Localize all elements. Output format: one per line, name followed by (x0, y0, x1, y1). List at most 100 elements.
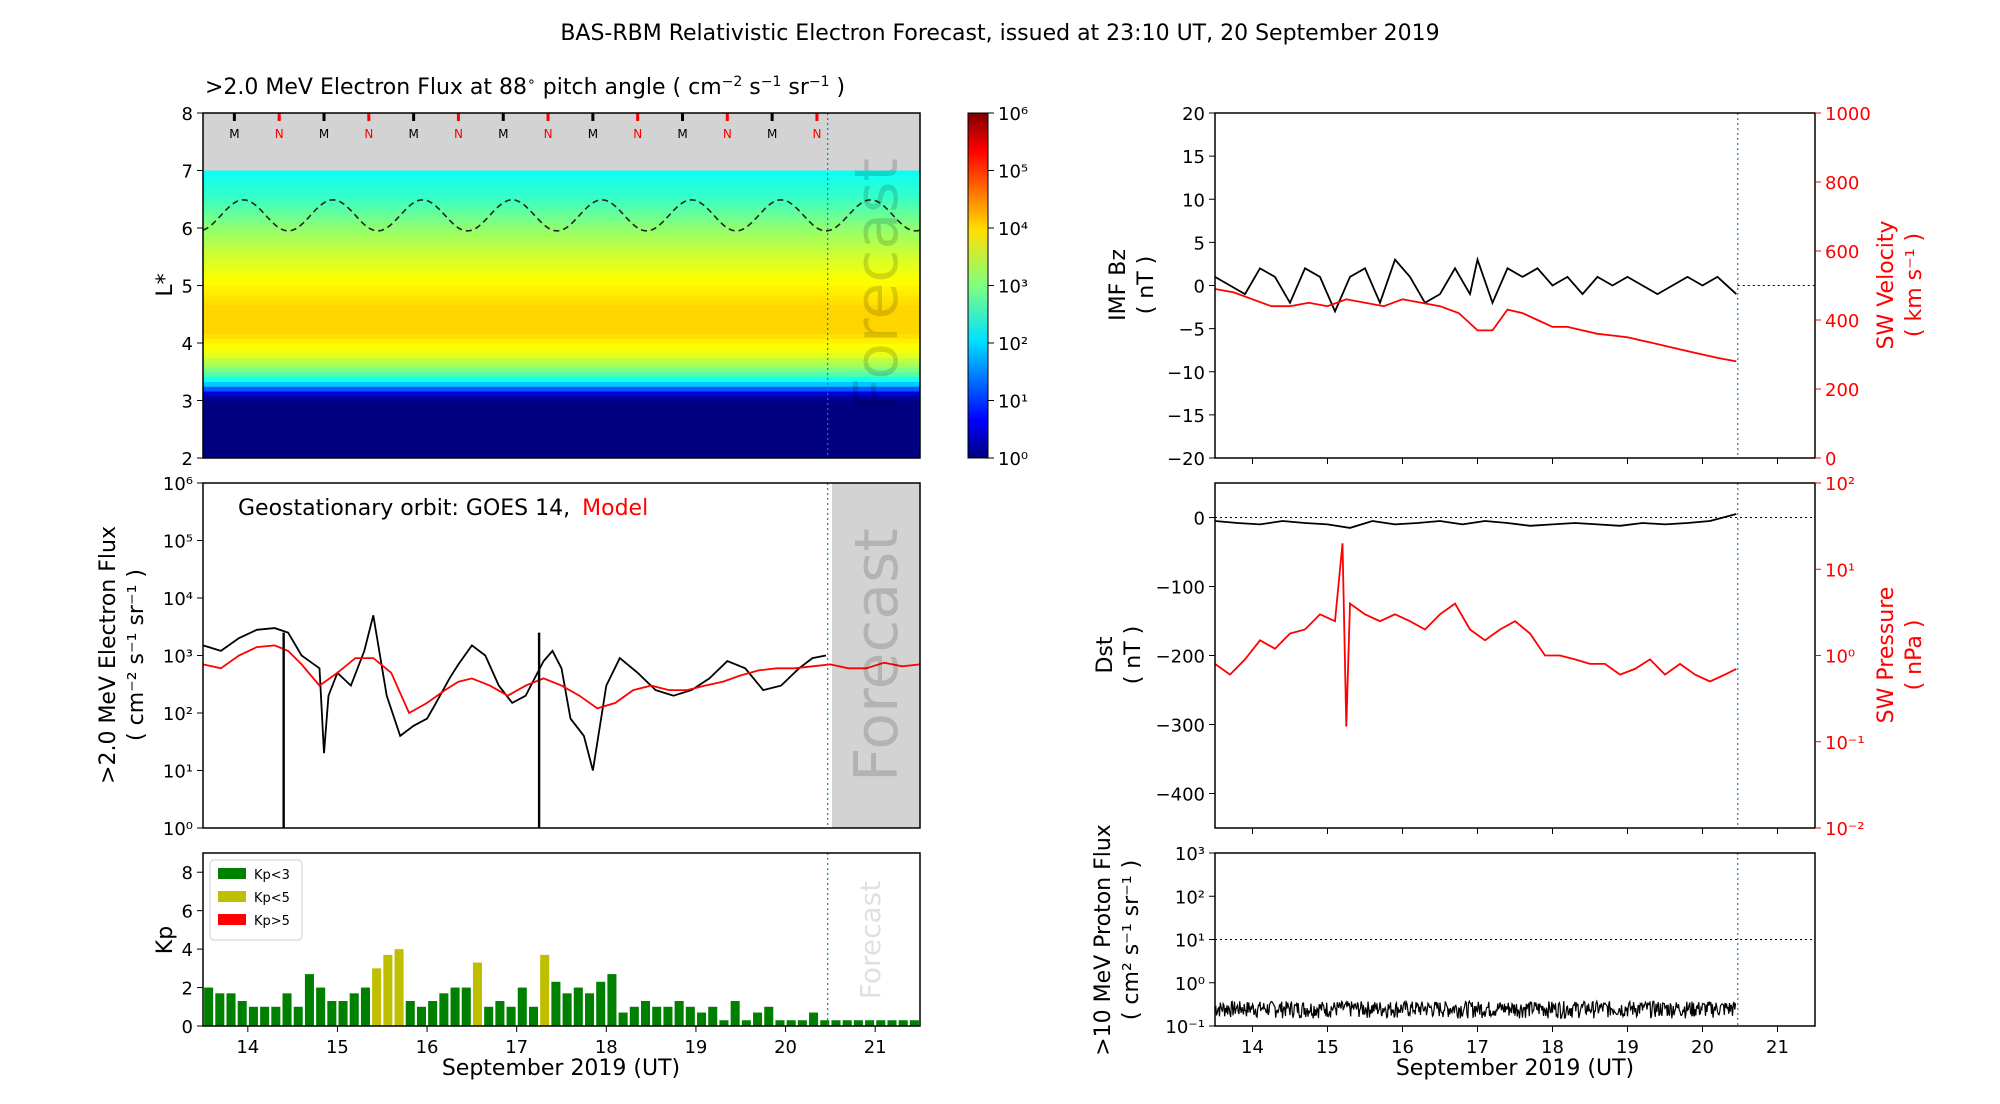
proton-xtick-label: 17 (1466, 1037, 1489, 1058)
geo-flux-panel: 10⁰ 10¹ 10² 10³ 10⁴ 10⁵ 10⁶ Geostationary orbi… (96, 474, 921, 840)
flux-map-band (203, 223, 920, 229)
flux-map-band (203, 251, 920, 258)
kp-bar (573, 987, 583, 1026)
imf-ylabel-units: ( nT ) (1134, 256, 1159, 315)
flux-map-ytick-label: 4 (182, 334, 193, 355)
flux-map-ylabel: L* (153, 273, 178, 296)
kp-bar (338, 1001, 348, 1026)
proton-xtick-label: 20 (1691, 1037, 1714, 1058)
kp-bar (461, 987, 471, 1026)
kp-bar (898, 1020, 908, 1026)
kp-bar (685, 1006, 695, 1026)
kp-bar (237, 1001, 247, 1026)
imf-lines (1214, 113, 1815, 458)
colorbar-tick-label: 10⁵ (998, 162, 1028, 183)
sw-velocity-tick-label: 400 (1825, 311, 1859, 332)
flux-map-band (203, 434, 920, 440)
geo-ytick-label: 10⁵ (163, 532, 193, 553)
imf-ytick-label: −15 (1167, 406, 1205, 427)
kp-bar (439, 993, 449, 1026)
proton-ytick-label: 10² (1175, 887, 1205, 908)
flux-map-band (203, 242, 920, 248)
flux-map-band (203, 247, 920, 253)
colorbar-tick-label: 10³ (998, 277, 1028, 298)
kp-bar (540, 954, 550, 1026)
proton-lines (1214, 853, 1815, 1026)
kp-legend-swatch (218, 914, 246, 925)
kp-bar (517, 987, 527, 1026)
mn-marker-label: M (408, 127, 418, 141)
flux-map-band (203, 261, 920, 267)
kp-bar (909, 1020, 919, 1026)
dst-ytick-label: −300 (1156, 716, 1205, 737)
kp-x-axis: 14 15 16 17 18 19 20 21 (236, 1026, 887, 1058)
sw-pressure-units: ( nPa ) (1902, 620, 1927, 691)
sw-pressure-tick-label: 10⁰ (1825, 647, 1855, 668)
kp-ytick-label: 0 (182, 1017, 193, 1038)
proton-panel: 10⁻¹ 10⁰ 10¹ 10² 10³ 14 15 16 17 18 19 20 21 >10 Me… (1091, 824, 1816, 1081)
flux-map-band (203, 400, 920, 406)
sw-velocity-tick-label: 600 (1825, 242, 1859, 263)
sw-pressure-tick-label: 10¹ (1825, 560, 1855, 581)
flux-map-band (203, 314, 920, 320)
dst-lines (1214, 483, 1815, 828)
right-x-axis: 14 15 16 17 18 19 20 21 (1241, 1026, 1789, 1058)
kp-ytick-label: 4 (182, 940, 193, 961)
imf-y-axis: −20 −15 −10 −5 0 5 10 15 20 (1167, 104, 1215, 470)
kp-bar (831, 1020, 841, 1026)
kp-bar (495, 1001, 505, 1026)
kp-xtick-label: 14 (236, 1037, 259, 1058)
mn-marker-label: N (275, 127, 284, 141)
kp-bars (204, 853, 919, 1026)
mn-marker-label: N (723, 127, 732, 141)
flux-map-band (203, 381, 920, 387)
flux-map-band (203, 237, 920, 243)
kp-bar (618, 1012, 628, 1026)
kp-bar (215, 993, 225, 1026)
right-xlabel: September 2019 (UT) (1396, 1056, 1634, 1081)
imf-border (1214, 112, 1816, 459)
kp-bar (820, 1020, 830, 1026)
flux-map-band (203, 366, 920, 373)
flux-map-contour (203, 199, 920, 232)
flux-map-band (203, 319, 920, 325)
imf-ytick-label: −5 (1178, 320, 1205, 341)
kp-bar (293, 1006, 303, 1026)
flux-map-band (203, 357, 920, 363)
colorbar-tick-label: 10⁴ (998, 219, 1028, 240)
flux-map-band (203, 184, 920, 191)
proton-ylabel-units: ( cm² s⁻¹ sr⁻¹ ) (1119, 860, 1144, 1020)
proton-xtick-label: 18 (1541, 1037, 1564, 1058)
colorbar-tick-label: 10⁶ (998, 104, 1028, 125)
proton-ytick-label: 10¹ (1175, 931, 1205, 952)
proton-ytick-label: 10³ (1175, 844, 1205, 865)
mn-marker-label: N (812, 127, 821, 141)
sw-pressure-axis: 10⁻² 10⁻¹ 10⁰ 10¹ 10² (1252, 474, 1865, 840)
colorbar-tick-label: 10⁰ (998, 449, 1028, 470)
kp-bar (663, 1006, 673, 1026)
dst-border (1214, 482, 1816, 829)
kp-bar (708, 1006, 718, 1026)
flux-map-band (203, 204, 920, 210)
kp-bar (248, 1006, 258, 1026)
kp-ytick-label: 2 (182, 979, 193, 1000)
flux-map-band (203, 266, 920, 272)
flux-map-band (203, 343, 920, 349)
sw-pressure-tick-label: 10⁻¹ (1825, 733, 1865, 754)
figure-title: BAS-RBM Relativistic Electron Forecast, … (560, 21, 1439, 46)
sw-velocity-tick-label: 1000 (1825, 104, 1871, 125)
flux-map-band (203, 295, 920, 301)
kp-bar (797, 1020, 807, 1026)
flux-map-no-data-band (203, 113, 920, 171)
flux-map-band (203, 347, 920, 354)
geo-flux-y-axis: 10⁰ 10¹ 10² 10³ 10⁴ 10⁵ 10⁶ (163, 474, 203, 840)
flux-map-band (203, 194, 920, 200)
flux-map-band (203, 280, 920, 287)
kp-bar (697, 1012, 707, 1026)
kp-bar (528, 1006, 539, 1026)
kp-xtick-label: 15 (326, 1037, 349, 1058)
kp-ytick-label: 6 (182, 902, 193, 923)
